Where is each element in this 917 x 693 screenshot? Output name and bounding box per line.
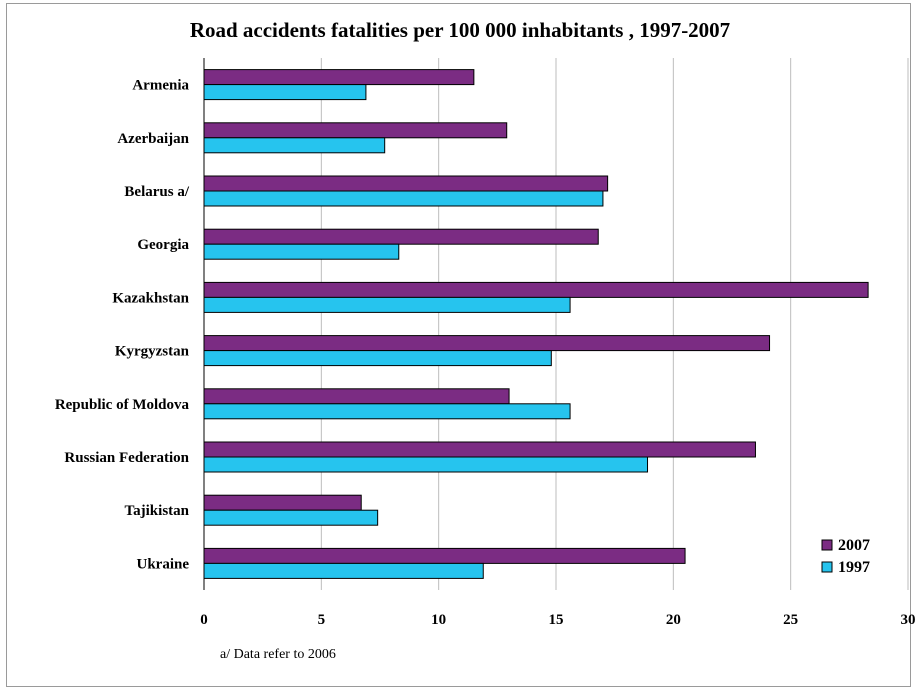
legend-swatch-2007 [821,539,833,551]
bar-2007-4 [203,281,869,298]
category-label: Russian Federation [64,450,189,466]
bar-2007-6 [203,388,510,405]
x-tick-label: 0 [200,612,208,628]
bar-1997-5 [203,350,552,367]
category-label: Kazakhstan [112,290,189,306]
legend-swatch-1997 [821,561,833,573]
category-label: Kyrgyzstan [115,344,190,360]
bar-1997-3 [203,243,400,260]
category-labels: Armenia Azerbaijan Belarus a/Georgia Kazakh… [55,78,190,573]
bar-2007-5 [203,335,771,352]
x-tick-label: 15 [549,612,564,628]
x-tick-label: 25 [783,612,798,628]
category-label: Belarus a/ [124,184,189,200]
bar-2007-2 [203,175,609,192]
legend-label: 1997 [838,559,870,576]
legend-label: 2007 [838,537,870,554]
bar-2007-0 [203,69,475,86]
bar-1997-8 [203,509,379,526]
bar-1997-4 [203,296,571,313]
bar-1997-6 [203,403,571,420]
x-tick-label: 20 [666,612,681,628]
x-tick-label: 10 [431,612,446,628]
bar-1997-0 [203,84,367,101]
x-tick-label: 5 [318,612,326,628]
category-label: Republic of Moldova [55,397,190,413]
category-label: Tajikistan [125,503,190,519]
chart-title: Road accidents fatalities per 100 000 in… [190,18,730,42]
bar-1997-7 [203,456,649,473]
bars [203,69,869,579]
bar-2007-1 [203,122,508,139]
x-tick-labels: 0 5 10 15 20 25 30 [200,612,915,628]
x-tick-label: 30 [901,612,916,628]
category-label: Azerbaijan [117,131,189,147]
bar-1997-2 [203,190,604,207]
category-label: Armenia [132,78,189,94]
footnote: a/ Data refer to 2006 [220,647,336,662]
bar-2007-8 [203,494,362,511]
bar-1997-9 [203,562,484,579]
legend: 2007 1997 [821,537,870,576]
bar-2007-7 [203,441,756,458]
bar-1997-1 [203,137,386,154]
category-label: Ukraine [137,556,190,572]
bar-2007-3 [203,228,599,245]
bar-2007-9 [203,547,686,564]
category-label: Georgia [137,237,189,253]
